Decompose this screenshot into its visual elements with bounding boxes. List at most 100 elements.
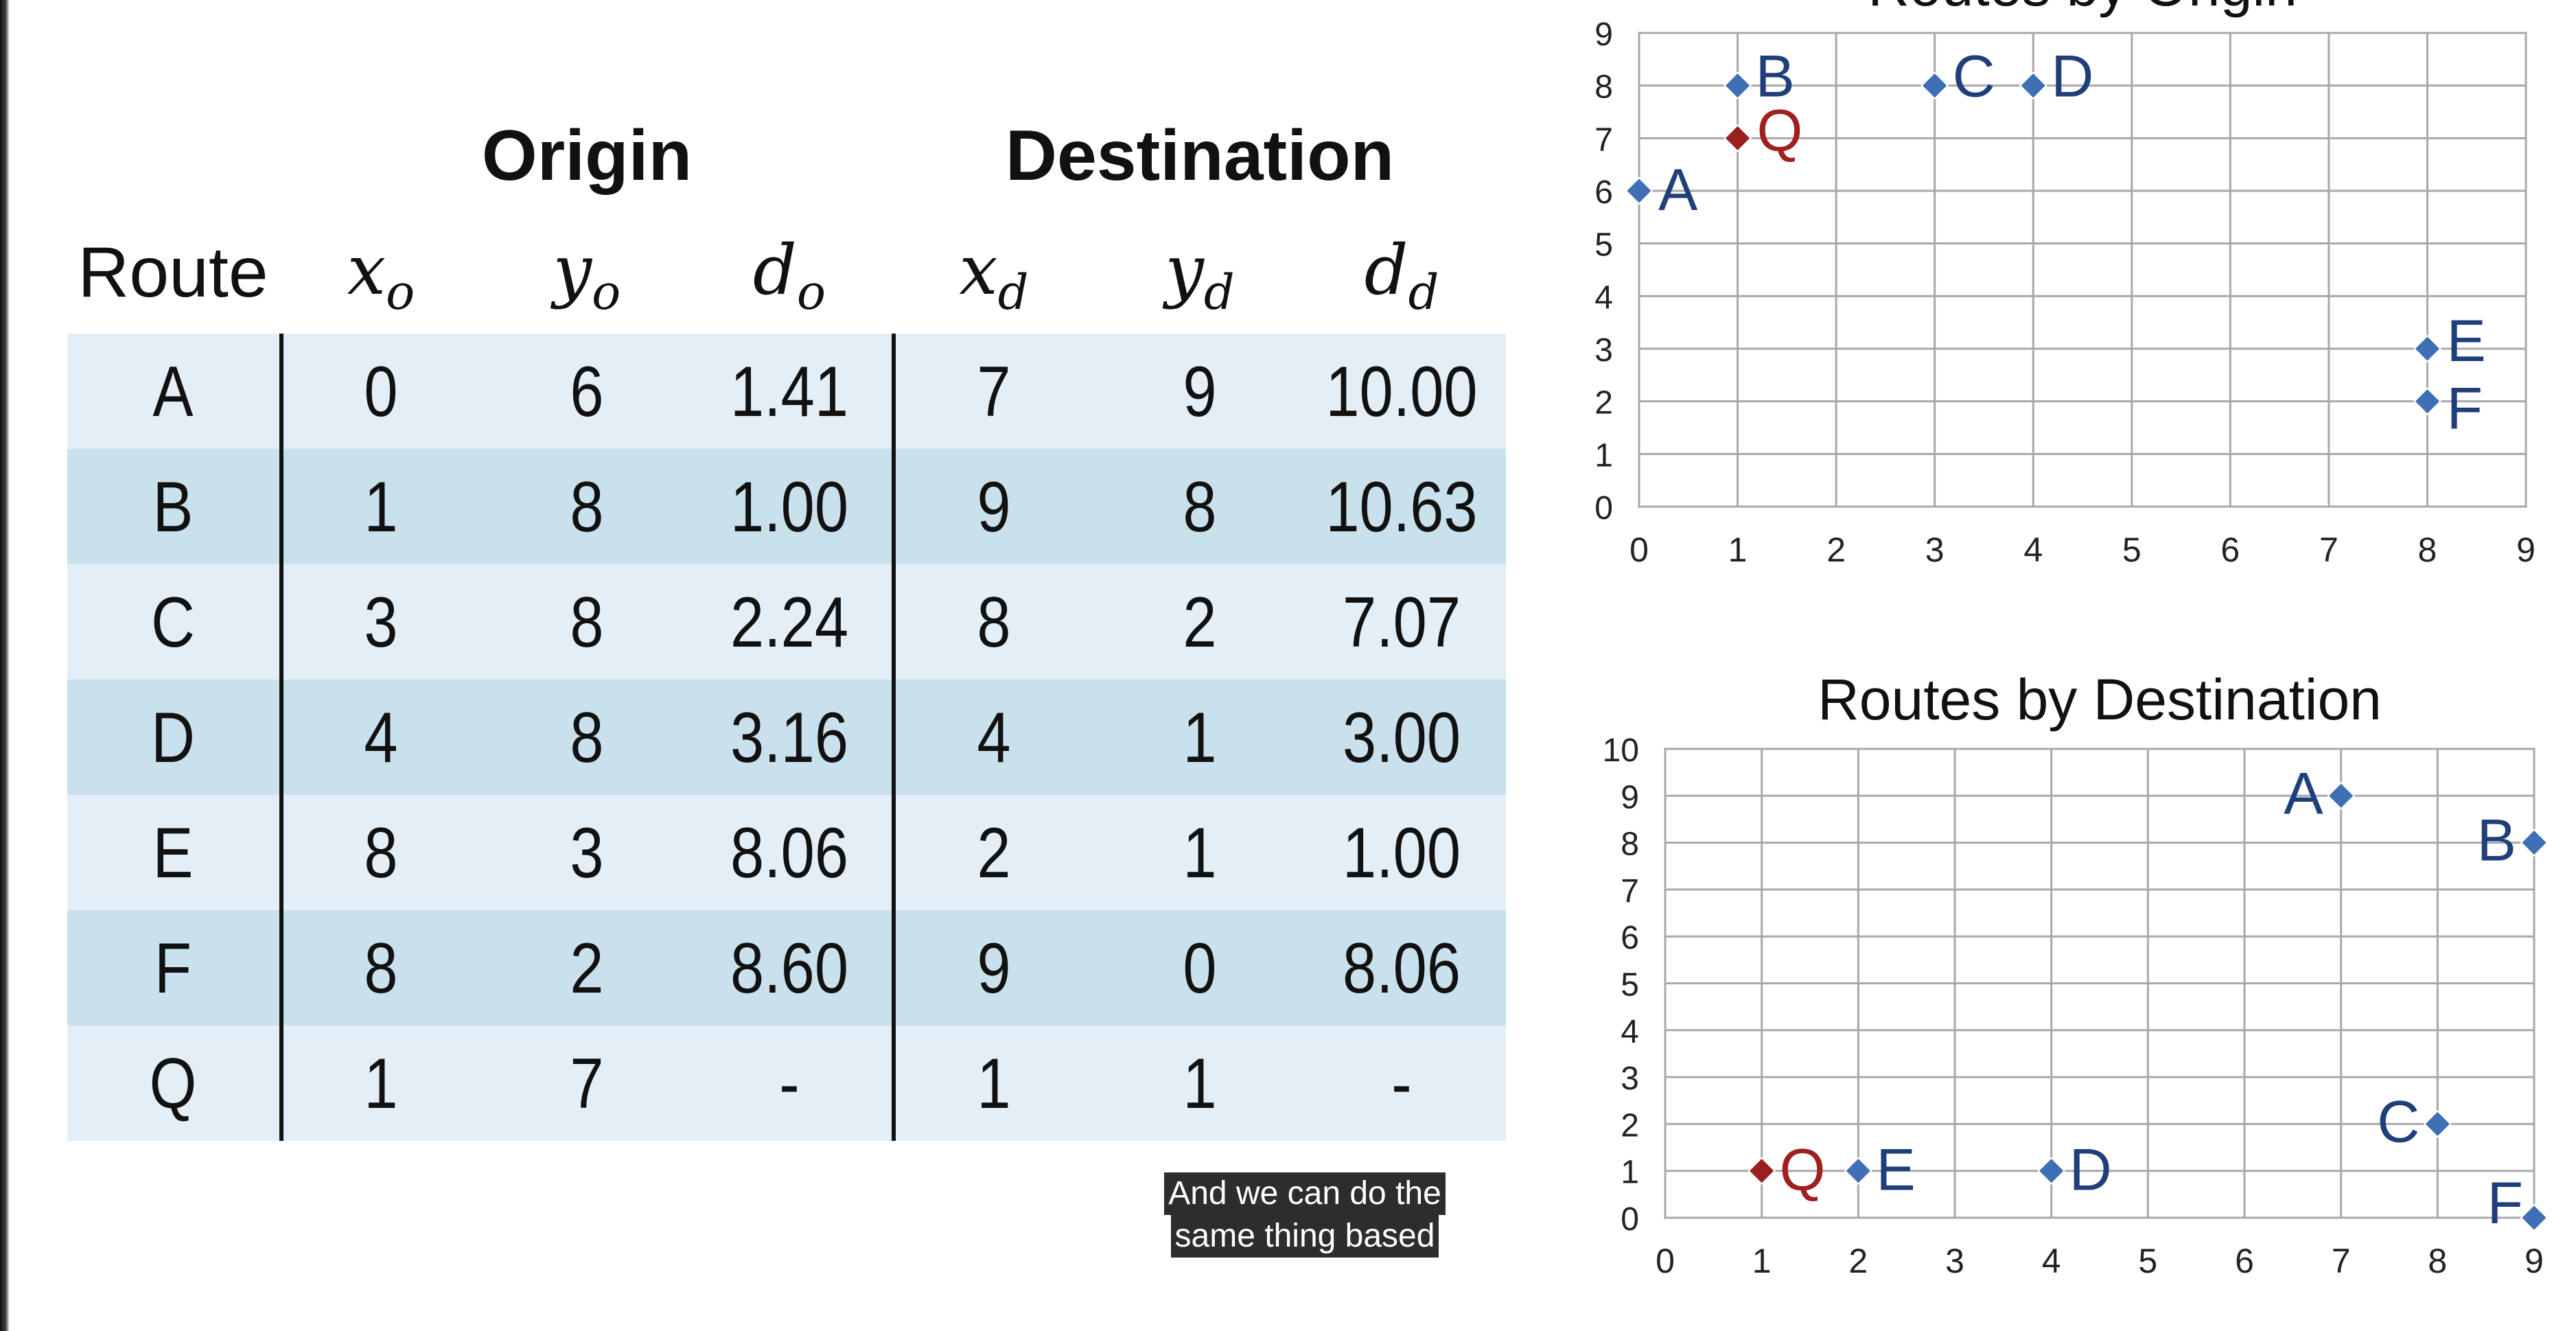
destination-point-label-q: Q <box>1780 1137 1826 1203</box>
destination-point-d <box>2037 1157 2066 1185</box>
origin-point-label-b: B <box>1756 44 1795 110</box>
column-header-subscript: o <box>386 264 415 321</box>
table-cell: 3 <box>570 813 603 892</box>
origin-point-e <box>2413 334 2441 363</box>
table-cell: 1 <box>1183 813 1216 892</box>
table-cell-route: Q <box>150 1044 197 1123</box>
destination-point-label-c: C <box>2377 1089 2420 1155</box>
origin-x-tick-label: 4 <box>2023 531 2043 569</box>
table-cell: 1 <box>364 467 397 546</box>
table-cell: 7 <box>977 352 1010 431</box>
table-cell: 8 <box>570 467 603 546</box>
origin-point-label-e: E <box>2446 308 2485 374</box>
origin-point-c <box>1921 71 1949 100</box>
table-cell: 2 <box>977 813 1010 892</box>
origin-chart-title: Routes by Origin <box>1868 0 2297 18</box>
table-cell: 4 <box>364 698 397 777</box>
destination-x-tick-label: 9 <box>2525 1242 2544 1280</box>
table-cell: 3.16 <box>730 698 848 777</box>
column-header-x-d: xd <box>959 230 1028 321</box>
destination-y-tick-label: 2 <box>1621 1107 1639 1144</box>
column-header-d-d: dd <box>1365 230 1439 321</box>
table-cell-route: E <box>153 813 194 892</box>
column-header-subscript: d <box>998 264 1029 321</box>
table-cell: 2.24 <box>730 583 848 662</box>
table-cell: 1 <box>1183 1044 1216 1123</box>
table-cell: 1 <box>977 1044 1010 1123</box>
destination-y-tick-label: 4 <box>1621 1014 1639 1050</box>
column-header-subscript: o <box>797 264 826 321</box>
table-cell: 10.00 <box>1325 352 1477 431</box>
table-cell: 9 <box>977 467 1010 546</box>
destination-point-e <box>1844 1157 1872 1185</box>
table-cell: 1.00 <box>730 467 848 546</box>
column-header-d-o: do <box>753 230 826 321</box>
column-header-y-d: yd <box>1162 230 1234 321</box>
column-header-symbol: y <box>1162 230 1205 310</box>
destination-chart-title: Routes by Destination <box>1818 667 2382 732</box>
table-row-background <box>67 680 1506 795</box>
origin-y-tick-label: 2 <box>1594 385 1613 421</box>
caption-line-2: same thing based <box>1170 1215 1439 1258</box>
table-cell: 8 <box>977 583 1010 662</box>
table-row-background <box>67 910 1506 1026</box>
origin-point-f <box>2413 387 2441 416</box>
destination-y-tick-label: 5 <box>1621 967 1639 1004</box>
caption-line-1: And we can do the <box>1164 1172 1446 1215</box>
table-cell: 9 <box>977 929 1010 1008</box>
destination-x-tick-label: 0 <box>1656 1242 1675 1280</box>
origin-x-tick-label: 3 <box>1925 531 1945 569</box>
origin-x-tick-label: 9 <box>2516 531 2536 569</box>
column-header-x-o: xo <box>347 230 415 321</box>
table-cell: 0 <box>364 352 397 431</box>
table-cell-route: A <box>153 352 194 431</box>
destination-point-label-e: E <box>1876 1137 1915 1203</box>
origin-point-label-q: Q <box>1757 97 1803 163</box>
destination-point-a <box>2327 781 2356 810</box>
origin-y-tick-label: 1 <box>1594 437 1613 474</box>
destination-y-tick-label: 6 <box>1621 920 1639 956</box>
destination-x-tick-label: 8 <box>2428 1242 2447 1280</box>
destination-point-label-a: A <box>2284 761 2323 826</box>
table-cell-route: D <box>151 698 195 777</box>
table-cell: 8.60 <box>730 929 848 1008</box>
routes-by-destination-chart: 0 1 2 3 4 5 6 7 8 9 0 1 2 3 4 5 6 7 8 9 10 Routes by Destinat… <box>1603 667 2549 1280</box>
origin-point-a <box>1625 176 1653 205</box>
origin-y-tick-label: 4 <box>1594 279 1613 316</box>
table-cell: 9 <box>1183 352 1216 431</box>
table-row-background <box>67 449 1506 564</box>
origin-y-tick-label: 5 <box>1594 227 1613 264</box>
destination-y-tick-label: 3 <box>1621 1061 1639 1097</box>
table-row-background <box>67 1026 1506 1141</box>
table-cell-route: C <box>151 583 195 662</box>
table-cell-route: B <box>153 467 194 546</box>
origin-x-tick-label: 1 <box>1728 531 1748 569</box>
destination-point-c <box>2423 1109 2452 1138</box>
destination-y-tick-label: 9 <box>1621 779 1639 815</box>
table-cell: 8 <box>364 813 397 892</box>
origin-x-tick-label: 7 <box>2319 531 2339 569</box>
table-cell: 8 <box>570 583 603 662</box>
column-header-symbol: x <box>347 230 386 310</box>
table-cell: 3.00 <box>1343 698 1461 777</box>
header-destination: Destination <box>1006 116 1394 196</box>
origin-point-q <box>1724 124 1752 152</box>
table-row-background <box>67 564 1506 680</box>
table-cell: 4 <box>977 698 1010 777</box>
table-row-background <box>67 334 1506 449</box>
table-cell: 6 <box>570 352 603 431</box>
table-cell: 2 <box>1183 583 1216 662</box>
column-header-subscript: d <box>1204 264 1235 321</box>
table-cell: 1 <box>364 1044 397 1123</box>
table-cell: 10.63 <box>1325 467 1477 546</box>
column-header-symbol: y <box>550 230 593 310</box>
table-cell: 7.07 <box>1343 583 1461 662</box>
column-header-subscript: o <box>592 264 620 321</box>
origin-x-tick-label: 6 <box>2220 531 2240 569</box>
destination-x-tick-label: 2 <box>1848 1242 1868 1280</box>
origin-y-tick-label: 0 <box>1594 490 1613 526</box>
table-cell: - <box>1391 1044 1411 1123</box>
origin-point-label-a: A <box>1658 157 1698 223</box>
origin-x-tick-label: 5 <box>2122 531 2142 569</box>
table-cell: 1 <box>1183 698 1216 777</box>
